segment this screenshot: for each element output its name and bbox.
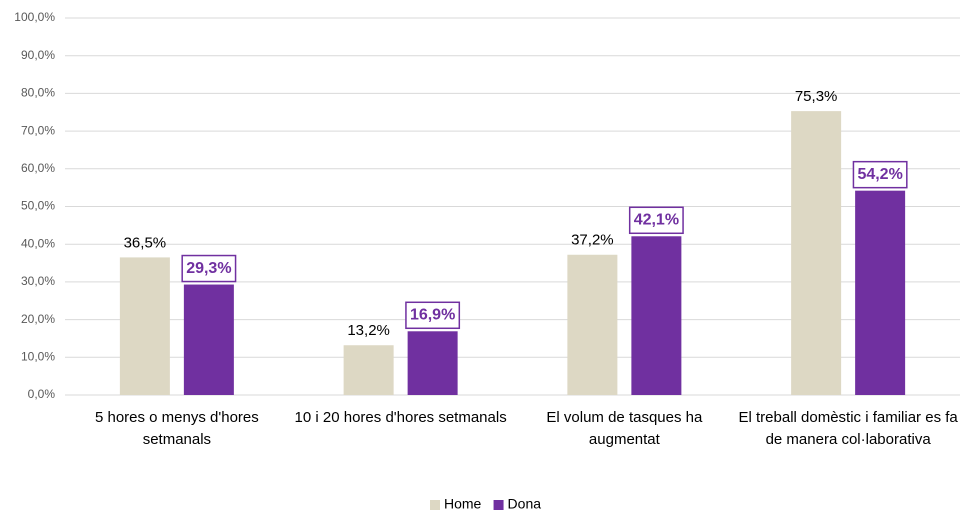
value-label-box [405, 301, 461, 330]
value-label: 42,1% [634, 212, 679, 229]
value-label: 75,3% [795, 88, 838, 105]
x-tick-label: El treball domèstic i familiar es fa de … [738, 409, 958, 448]
y-tick-label: 40,0% [21, 236, 55, 250]
value-label: 13,2% [347, 322, 390, 339]
y-tick-label: 50,0% [21, 199, 55, 213]
value-label: 16,9% [410, 307, 455, 324]
bar [183, 284, 234, 395]
bar [407, 331, 458, 395]
legend-swatch [493, 500, 504, 510]
value-label: 54,2% [857, 166, 902, 183]
value-label-box [181, 254, 237, 283]
legend-label: Home [444, 496, 482, 512]
x-tick-label: 10 i 20 hores d'hores setmanals [294, 409, 507, 426]
y-tick-label: 30,0% [21, 274, 55, 288]
value-label: 36,5% [124, 234, 167, 251]
value-label-box [852, 160, 908, 189]
y-tick-label: 70,0% [21, 123, 55, 137]
y-tick-label: 90,0% [21, 48, 55, 62]
value-label-box [628, 206, 684, 235]
y-tick-label: 60,0% [21, 161, 55, 175]
x-tick-label: 5 hores o menys d'hores setmanals [94, 409, 259, 448]
bar [567, 254, 618, 395]
bar [343, 345, 394, 395]
y-tick-label: 10,0% [21, 349, 55, 363]
value-label: 37,2% [571, 232, 614, 249]
bar [119, 257, 170, 395]
value-label: 29,3% [186, 260, 231, 277]
legend-swatch [430, 500, 440, 510]
x-tick-label: El volum de tasques ha augmentat [546, 409, 703, 448]
legend-label: Dona [508, 496, 542, 512]
y-tick-label: 100,0% [14, 10, 55, 24]
bar [791, 111, 842, 395]
bar [855, 190, 906, 395]
y-tick-label: 20,0% [21, 312, 55, 326]
bar [631, 236, 682, 395]
y-tick-label: 80,0% [21, 86, 55, 100]
y-tick-label: 0,0% [28, 387, 56, 401]
